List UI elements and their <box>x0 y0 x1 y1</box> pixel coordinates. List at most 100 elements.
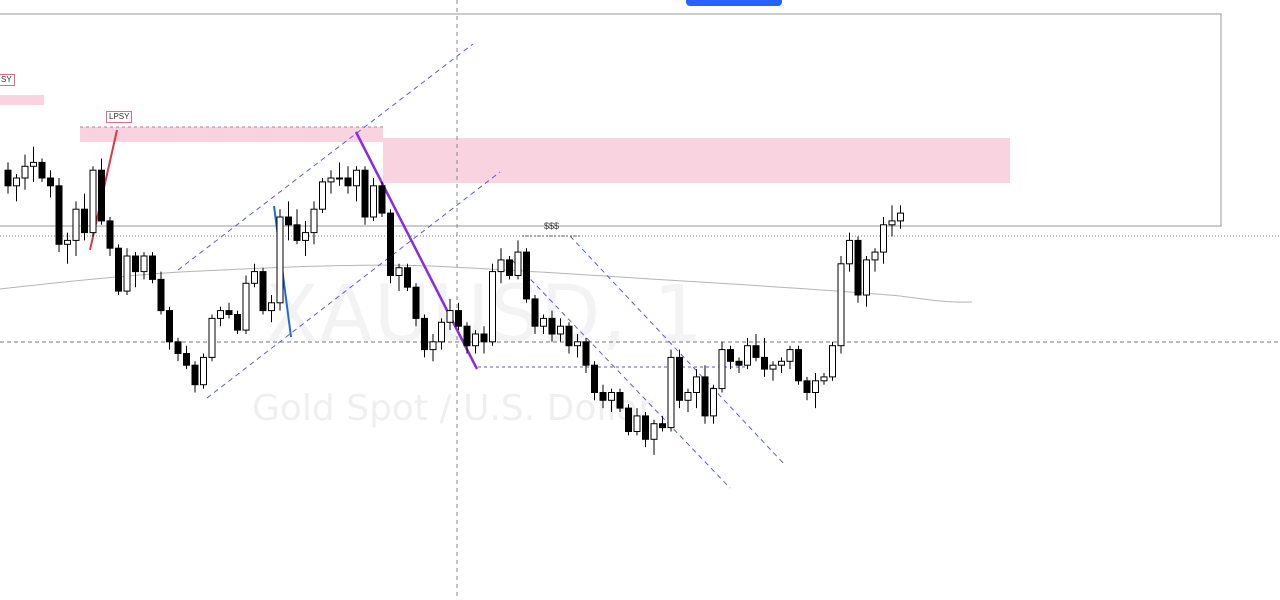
candle <box>871 248 879 272</box>
candle <box>574 334 581 358</box>
candle <box>540 314 547 334</box>
candle <box>463 322 471 354</box>
candle <box>786 345 794 370</box>
candle-body <box>837 263 845 347</box>
candle <box>548 310 556 342</box>
candle-body <box>327 177 335 183</box>
candle <box>251 263 258 288</box>
candle <box>336 162 343 186</box>
candle-body <box>591 364 598 394</box>
candle <box>378 181 386 217</box>
candle <box>633 408 641 436</box>
candle-body <box>234 314 241 331</box>
candle-body <box>361 169 369 218</box>
candle <box>132 252 139 288</box>
candle-body <box>421 317 428 351</box>
candle-body <box>106 220 114 249</box>
candle-body <box>285 216 292 226</box>
candle <box>820 373 828 385</box>
candle-body <box>276 216 284 304</box>
candle-body <box>769 364 777 370</box>
candle <box>412 283 420 327</box>
candle-body <box>353 169 360 187</box>
candle <box>217 306 224 327</box>
outlined-range-box <box>0 13 1222 227</box>
candle <box>514 240 522 280</box>
candle-body <box>13 177 20 187</box>
candle <box>650 419 658 455</box>
top-toolbar-button[interactable] <box>686 0 782 6</box>
candle-body <box>412 286 420 319</box>
supply-zone-left <box>0 95 44 105</box>
candle <box>310 201 318 245</box>
candle-body <box>404 267 411 288</box>
candle-body <box>310 208 318 234</box>
candle <box>123 248 131 295</box>
candle-body <box>676 356 683 401</box>
candle <box>591 361 598 401</box>
candle <box>659 415 666 432</box>
candle-body <box>72 208 80 241</box>
candle <box>89 166 97 237</box>
candle-body <box>880 224 887 253</box>
candle <box>523 248 530 303</box>
candle-body <box>174 341 182 354</box>
candle <box>803 376 811 401</box>
candle <box>710 384 717 424</box>
candle <box>64 232 71 264</box>
candle <box>701 365 709 424</box>
candle-body <box>463 325 471 347</box>
candle <box>4 162 12 194</box>
candle-body <box>370 185 377 218</box>
candle <box>616 388 624 412</box>
candle <box>259 267 267 315</box>
candle <box>582 337 590 373</box>
candle-body <box>497 259 505 273</box>
candle <box>387 209 394 284</box>
candle-body <box>123 255 131 292</box>
candle <box>625 404 632 436</box>
candle-body <box>684 392 692 401</box>
candle-body <box>183 353 190 366</box>
candle-body <box>727 349 734 362</box>
candle-body <box>752 345 760 358</box>
candle-body <box>200 356 207 386</box>
candle-body <box>140 255 148 273</box>
candle-body <box>132 255 139 273</box>
candle-body <box>242 282 250 331</box>
candle <box>506 256 513 280</box>
candle <box>608 388 615 412</box>
candle-body <box>191 364 199 386</box>
candle <box>115 244 122 295</box>
candle <box>191 361 199 393</box>
candle <box>888 205 896 237</box>
candle-body <box>455 310 462 327</box>
candle <box>744 337 751 370</box>
candle-body <box>387 212 394 277</box>
candle <box>531 295 539 334</box>
candle-body <box>489 271 496 343</box>
candle-body <box>336 177 343 180</box>
candle-body <box>268 302 275 312</box>
candle <box>854 236 862 303</box>
candlesticks <box>4 146 904 455</box>
channel-up-lower <box>206 171 501 399</box>
candle <box>276 209 284 311</box>
candle-body <box>608 392 615 401</box>
candle <box>47 170 54 198</box>
candle-body <box>514 251 522 277</box>
candle-body <box>30 161 37 167</box>
candle-body <box>897 212 904 222</box>
candle <box>497 248 505 284</box>
candle <box>81 193 88 241</box>
watermark-description: Gold Spot / U.S. Dollar <box>252 388 654 429</box>
candle-body <box>667 356 675 429</box>
candle <box>208 314 216 362</box>
candle <box>174 337 182 362</box>
candle-body <box>744 345 751 366</box>
candle-body <box>302 232 309 241</box>
candle <box>727 345 734 370</box>
candle-body <box>871 251 879 261</box>
